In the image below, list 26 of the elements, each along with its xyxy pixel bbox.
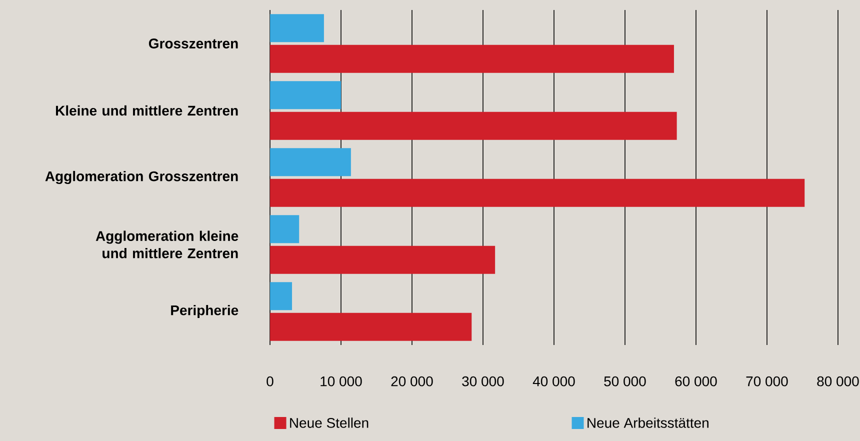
- bar: [270, 312, 472, 341]
- y-tick-label: Agglomeration kleine und mittlere Zentren: [96, 230, 238, 258]
- bar: [270, 14, 324, 42]
- x-tick-label: 50 000: [604, 376, 646, 386]
- y-tick-label: Kleine und mittlere Zentren: [56, 105, 238, 116]
- y-tick-label: Grosszentren: [148, 38, 238, 48]
- x-tick-label: 30 000: [462, 376, 504, 386]
- bar: [270, 246, 496, 274]
- bar: [270, 215, 300, 244]
- x-tick-label: 40 000: [532, 376, 575, 386]
- x-tick-label: 60 000: [675, 376, 717, 386]
- y-tick-label: Agglomeration Grosszentren: [45, 170, 238, 184]
- legend-label: Neue Stellen: [290, 418, 368, 428]
- bar: [270, 44, 674, 73]
- bar: [270, 81, 341, 110]
- x-tick-label: 20 000: [391, 376, 433, 386]
- x-tick-label: 10 000: [320, 376, 362, 386]
- bar: [270, 178, 805, 207]
- x-tick-label: 80 000: [817, 376, 859, 386]
- y-tick-label: Peripherie: [171, 304, 238, 318]
- x-tick-label: 70 000: [746, 376, 788, 386]
- bar: [270, 282, 292, 310]
- bar: [270, 148, 351, 176]
- bar: [270, 112, 677, 140]
- legend-label: Neue Arbeitsstätten: [588, 418, 708, 428]
- x-tick-label: 0: [266, 376, 274, 386]
